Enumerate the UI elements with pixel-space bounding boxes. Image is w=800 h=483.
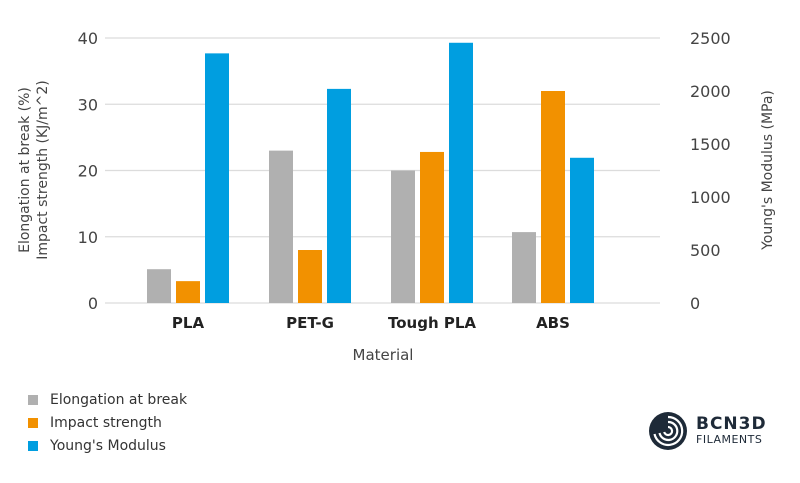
legend: Elongation at break Impact strength Young'… — [28, 388, 187, 457]
legend-swatch — [28, 394, 38, 405]
category-label: PET-G — [286, 314, 334, 332]
left-axis-label: Impact strength (KJ/m^2) — [35, 80, 51, 260]
bar-impact-strength-abs — [541, 91, 565, 303]
x-axis-label: Material — [353, 346, 414, 364]
bar-young-s-modulus-pla — [205, 53, 229, 304]
right-axis-label: Young's Modulus (MPa) — [760, 90, 776, 251]
left-tick-label: 30 — [78, 95, 98, 114]
bar-impact-strength-tough-pla — [420, 151, 444, 303]
right-tick-label: 1000 — [690, 188, 731, 207]
legend-label: Young's Modulus — [50, 437, 166, 454]
bar-young-s-modulus-tough-pla — [449, 42, 473, 304]
legend-item: Elongation at break — [28, 388, 187, 411]
right-tick-label: 2500 — [690, 29, 731, 48]
left-tick-label: 10 — [78, 228, 98, 247]
legend-label: Elongation at break — [50, 391, 188, 408]
bar-impact-strength-pla — [176, 281, 200, 303]
bar-elongation-at-break-pet-g — [269, 150, 293, 303]
legend-swatch — [28, 440, 38, 451]
logo: BCN3D FILAMENTS — [648, 411, 767, 451]
bar-young-s-modulus-pet-g — [327, 88, 351, 303]
category-label: PLA — [172, 314, 205, 332]
legend-label: Impact strength — [50, 414, 162, 431]
category-label: Tough PLA — [388, 314, 476, 332]
legend-item: Impact strength — [28, 411, 187, 434]
legend-item: Young's Modulus — [28, 434, 187, 457]
logo-title: BCN3D — [696, 414, 767, 434]
legend-swatch — [28, 417, 38, 428]
right-tick-label: 1500 — [690, 135, 731, 154]
right-tick-label: 2000 — [690, 82, 731, 101]
bar-elongation-at-break-tough-pla — [391, 170, 415, 303]
right-tick-label: 500 — [690, 241, 721, 260]
logo-subtitle: FILAMENTS — [696, 433, 763, 446]
bar-elongation-at-break-abs — [512, 232, 536, 303]
bar-young-s-modulus-abs — [570, 157, 594, 303]
right-tick-label: 0 — [690, 294, 700, 313]
bar-elongation-at-break-pla — [147, 269, 171, 303]
left-tick-label: 20 — [78, 162, 98, 181]
spiral-logo-icon — [649, 412, 687, 450]
left-tick-label: 0 — [88, 294, 98, 313]
bar-impact-strength-pet-g — [298, 250, 322, 303]
left-axis-label: Elongation at break (%) — [17, 87, 33, 253]
category-label: ABS — [536, 314, 570, 332]
left-tick-label: 40 — [78, 29, 98, 48]
